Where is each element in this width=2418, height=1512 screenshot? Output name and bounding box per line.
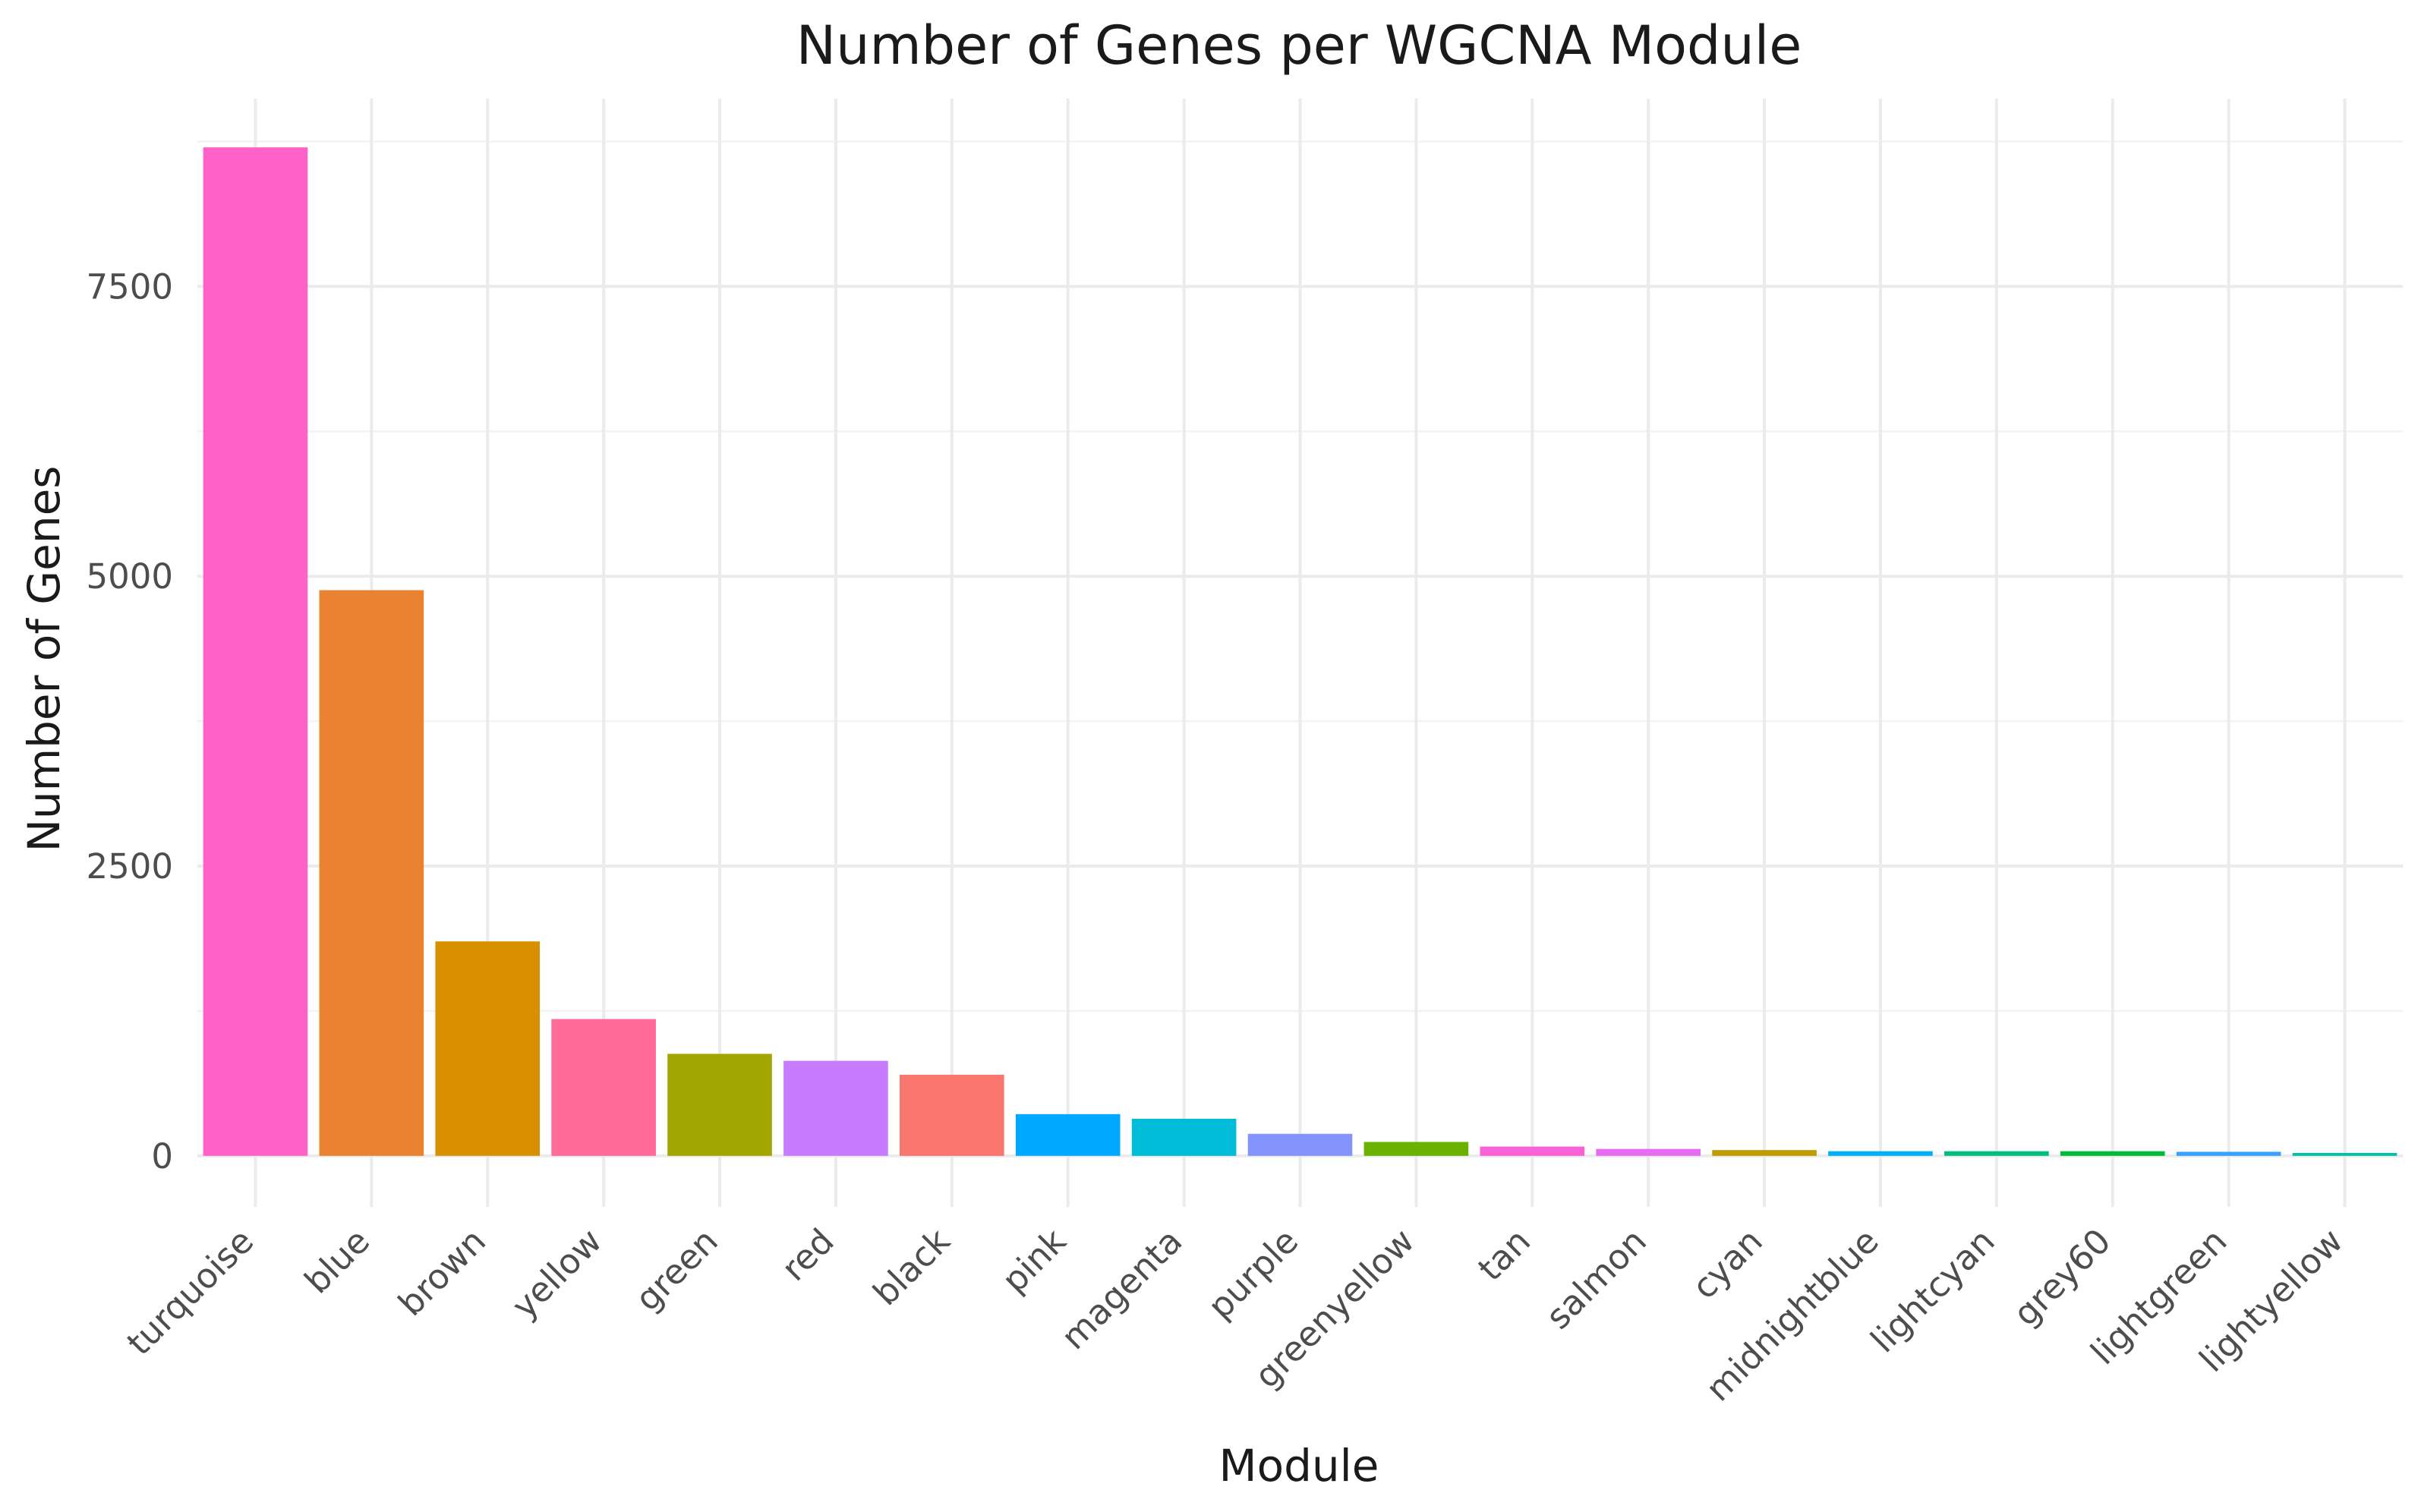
bar-lightgreen xyxy=(2176,1151,2281,1156)
y-tick-labels: 0 2500 5000 7500 xyxy=(86,266,173,1176)
x-tick-label-green: green xyxy=(627,1221,725,1318)
x-axis-title: Module xyxy=(1219,1440,1379,1492)
x-tick-label-magenta: magenta xyxy=(1053,1221,1190,1357)
y-tick-label: 5000 xyxy=(86,556,173,597)
y-axis-title: Number of Genes xyxy=(18,465,70,852)
x-tick-label-cyan: cyan xyxy=(1684,1221,1770,1306)
x-tick-label-purple: purple xyxy=(1200,1221,1307,1327)
y-tick-label: 2500 xyxy=(86,846,173,887)
grid xyxy=(197,99,2403,1207)
x-tick-label-yellow: yellow xyxy=(504,1221,610,1326)
bars xyxy=(203,147,2398,1156)
bar-pink xyxy=(1015,1114,1121,1156)
bar-purple xyxy=(1247,1133,1353,1156)
x-tick-label-blue: blue xyxy=(297,1221,377,1301)
x-tick-label-lightcyan: lightcyan xyxy=(1863,1221,2003,1360)
bar-midnightblue xyxy=(1828,1151,1933,1156)
x-tick-label-black: black xyxy=(865,1221,958,1313)
x-tick-labels: turquoise blue brown yellow green red black pin… xyxy=(119,1221,2351,1409)
bar-cyan xyxy=(1712,1150,1817,1156)
bar-blue xyxy=(319,590,424,1156)
bar-tan xyxy=(1480,1146,1585,1156)
bar-grey60 xyxy=(2060,1151,2165,1156)
x-tick-label-grey60: grey60 xyxy=(2006,1221,2119,1334)
x-tick-label-salmon: salmon xyxy=(1538,1221,1654,1337)
bar-salmon xyxy=(1596,1148,1701,1156)
x-tick-label-brown: brown xyxy=(390,1221,493,1324)
x-tick-label-pink: pink xyxy=(994,1221,1073,1300)
bar-turquoise xyxy=(203,147,308,1156)
bar-green xyxy=(667,1054,772,1156)
y-tick-label: 7500 xyxy=(86,266,173,307)
bar-black xyxy=(900,1074,1004,1156)
x-tick-label-turquoise: turquoise xyxy=(119,1221,261,1362)
x-tick-label-red: red xyxy=(774,1221,842,1289)
bar-greenyellow xyxy=(1363,1142,1469,1156)
bar-yellow xyxy=(551,1019,656,1156)
bar-brown xyxy=(435,941,541,1156)
bar-lightyellow xyxy=(2292,1152,2398,1156)
y-tick-label: 0 xyxy=(151,1136,173,1177)
x-tick-label-tan: tan xyxy=(1470,1221,1538,1289)
bar-red xyxy=(783,1060,888,1156)
chart-title: Number of Genes per WGCNA Module xyxy=(796,14,1802,77)
bar-magenta xyxy=(1131,1118,1237,1156)
bar-lightcyan xyxy=(1944,1151,2049,1156)
